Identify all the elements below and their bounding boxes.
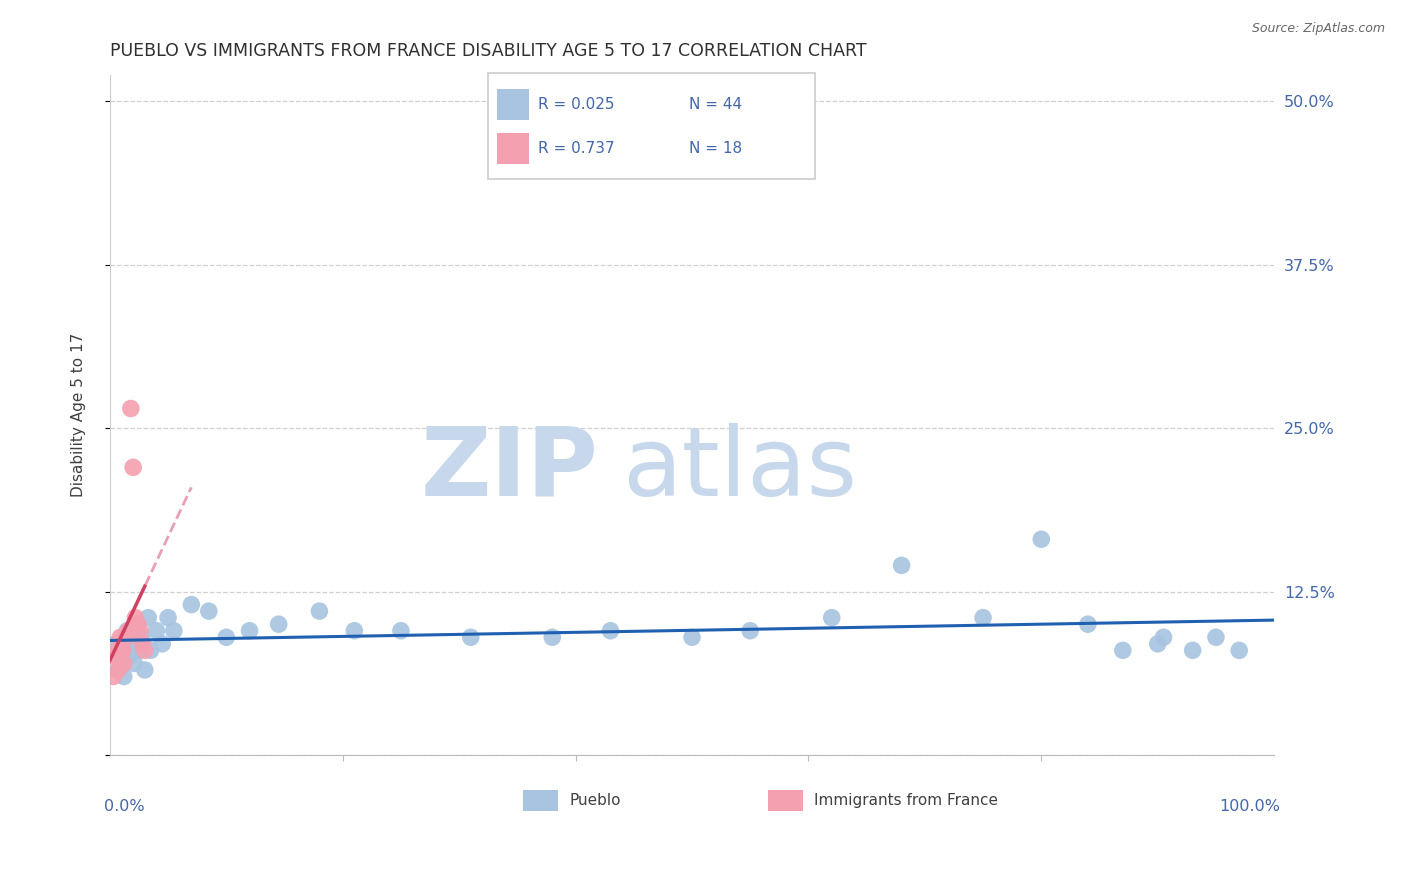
Point [1077, 617, 1099, 632]
Point [117, 624, 139, 638]
Point [1112, 643, 1135, 657]
Point [120, 401, 142, 416]
Point [215, 630, 238, 644]
Point [890, 558, 912, 573]
Point [110, 643, 132, 657]
Point [105, 643, 128, 657]
Point [104, 637, 127, 651]
Text: Immigrants from France: Immigrants from France [814, 793, 998, 808]
Point [110, 657, 132, 671]
Point [198, 604, 221, 618]
Point [112, 657, 135, 671]
Text: atlas: atlas [621, 423, 858, 516]
Point [128, 643, 150, 657]
Point [134, 643, 156, 657]
Point [1031, 533, 1053, 547]
Text: Pueblo: Pueblo [569, 793, 621, 808]
Point [541, 630, 564, 644]
Point [117, 649, 139, 664]
Point [115, 637, 138, 651]
Point [1205, 630, 1227, 644]
Point [343, 624, 366, 638]
Point [124, 610, 146, 624]
Text: 100.0%: 100.0% [1219, 799, 1279, 814]
Point [972, 610, 994, 624]
Point [681, 630, 703, 644]
Point [131, 637, 153, 651]
Point [120, 643, 142, 657]
Point [122, 630, 145, 644]
Point [145, 624, 167, 638]
Point [110, 630, 132, 644]
Point [740, 624, 762, 638]
Point [180, 598, 202, 612]
Point [239, 624, 262, 638]
Point [122, 460, 145, 475]
Text: Source: ZipAtlas.com: Source: ZipAtlas.com [1251, 22, 1385, 36]
Text: ZIP: ZIP [420, 423, 599, 516]
Point [136, 610, 159, 624]
Point [129, 630, 152, 644]
Point [117, 624, 139, 638]
Point [111, 643, 134, 657]
Point [104, 649, 127, 664]
Point [389, 624, 412, 638]
Point [821, 610, 844, 624]
Point [1153, 630, 1175, 644]
Point [134, 663, 156, 677]
Point [150, 637, 173, 651]
Point [108, 649, 131, 664]
Point [157, 610, 180, 624]
Point [127, 617, 149, 632]
Point [112, 669, 135, 683]
Point [1181, 643, 1204, 657]
Y-axis label: Disability Age 5 to 17: Disability Age 5 to 17 [72, 333, 86, 497]
Point [1227, 643, 1250, 657]
Bar [768, 789, 803, 812]
Point [124, 657, 146, 671]
Point [107, 663, 129, 677]
Point [460, 630, 482, 644]
Point [129, 624, 152, 638]
Point [1146, 637, 1168, 651]
Point [139, 643, 162, 657]
Point [108, 663, 131, 677]
Point [308, 604, 330, 618]
Text: 0.0%: 0.0% [104, 799, 145, 814]
Point [125, 637, 148, 651]
Point [599, 624, 621, 638]
Point [163, 624, 186, 638]
Point [115, 630, 138, 644]
Point [103, 669, 125, 683]
Point [267, 617, 290, 632]
Bar [523, 789, 558, 812]
Text: PUEBLO VS IMMIGRANTS FROM FRANCE DISABILITY AGE 5 TO 17 CORRELATION CHART: PUEBLO VS IMMIGRANTS FROM FRANCE DISABIL… [110, 42, 866, 60]
